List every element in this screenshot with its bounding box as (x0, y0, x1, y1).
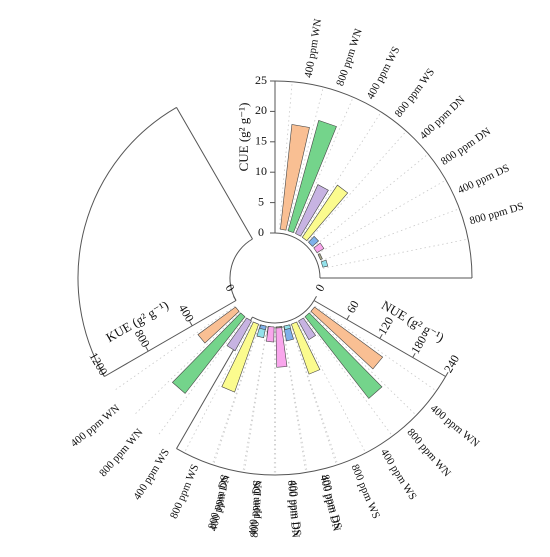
tick-label: 10 (255, 164, 267, 178)
tick-mark (233, 295, 237, 301)
sector-edge-line (176, 107, 253, 240)
bar-cue-2 (295, 184, 329, 237)
grid-line (273, 326, 276, 476)
category-label: 800 ppm WS (168, 463, 201, 521)
category-label: 400 ppm DN (418, 94, 468, 142)
tick-label: 0 (258, 225, 264, 239)
category-label: 800 ppm DN (439, 125, 493, 167)
tick-label: 240 (441, 352, 462, 375)
bar-kue-3 (221, 321, 259, 393)
tick-mark (445, 371, 449, 377)
tick-mark (145, 346, 149, 352)
tick-label: 400 (176, 302, 197, 325)
category-label: 400 ppm DS (286, 480, 303, 536)
bar-kue-4 (259, 324, 267, 331)
sector-inner-arc (229, 238, 253, 301)
tick-mark (189, 321, 193, 327)
tick-label: 1200 (86, 350, 110, 378)
frame-layer (77, 80, 473, 476)
tick-label: 0 (223, 282, 238, 294)
category-label: 800 ppm DN (285, 480, 301, 538)
grid-line (322, 238, 469, 269)
bar-kue-2 (226, 317, 252, 352)
category-label: 400 ppm WN (68, 402, 122, 449)
bar-cue-0 (280, 124, 310, 231)
grid-line (320, 208, 460, 262)
tick-label: 0 (312, 282, 327, 294)
bar-cue-4 (308, 235, 320, 247)
category-label: 400 ppm WN (428, 402, 482, 449)
bar-kue-7 (283, 324, 291, 331)
sector-outer-arc (176, 376, 447, 476)
tick-mark (101, 371, 105, 377)
sector-inner-arc (274, 232, 321, 279)
grid-line (309, 311, 417, 416)
grid-line (274, 326, 277, 476)
sector-inner-arc (252, 300, 315, 324)
category-label: 800 ppm WS (393, 66, 438, 119)
sector-outer-arc (77, 106, 177, 377)
bar-kue-1 (171, 312, 246, 394)
bar-cue-6 (317, 253, 323, 261)
tick-label: 15 (255, 134, 267, 148)
bar-cue-3 (301, 184, 349, 242)
tick-mark (313, 295, 317, 301)
bar-nue-3 (291, 321, 321, 375)
category-label: 800 ppm WN (405, 426, 453, 479)
category-label: 400 ppm WS (378, 447, 419, 502)
value-axis-line (104, 300, 237, 377)
bar-nue-0 (310, 306, 384, 370)
tick-label: 5 (258, 194, 264, 208)
category-label: 800 ppm WS (349, 463, 382, 521)
tick-mark (412, 352, 416, 358)
tick-label: 25 (255, 73, 267, 87)
category-label: 400 ppm WS (365, 45, 403, 102)
bar-nue-1 (304, 312, 383, 399)
category-label: 400 ppm WN (303, 18, 325, 79)
category-label: 400 ppm DS (247, 480, 264, 536)
sector-outer-arc (274, 80, 473, 279)
category-label: 400 ppm WS (131, 447, 172, 502)
axis-title: CUE (g² g⁻¹) (236, 103, 251, 172)
bar-kue-6 (276, 326, 283, 329)
category-label: 800 ppm DN (249, 480, 265, 538)
bar-cue-1 (287, 120, 337, 233)
tick-label: 60 (344, 298, 362, 315)
category-label: 800 ppm DS (319, 473, 344, 530)
grid-line (133, 311, 241, 416)
bar-nue-2 (298, 317, 317, 341)
category-label: 800 ppm DS (468, 200, 525, 227)
tick-mark (379, 333, 383, 339)
category-label: 800 ppm WN (97, 426, 145, 479)
bar-layer (171, 120, 384, 399)
tick-mark (346, 314, 350, 320)
category-label: 800 ppm WN (334, 27, 365, 87)
bar-kue-5 (266, 326, 275, 343)
tick-label: 20 (255, 103, 267, 117)
category-label: 400 ppm DS (456, 162, 511, 197)
bar-cue-5 (313, 242, 325, 254)
bar-cue-7 (320, 259, 329, 268)
bar-kue-0 (197, 306, 240, 344)
